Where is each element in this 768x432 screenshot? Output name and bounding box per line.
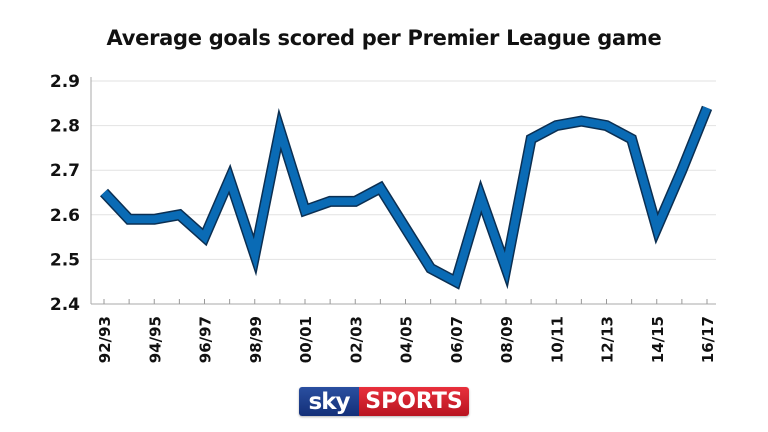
y-tick-label: 2.5 bbox=[50, 250, 80, 270]
y-tick-label: 2.9 bbox=[50, 72, 80, 92]
x-tick-label: 04/05 bbox=[398, 316, 416, 363]
x-tick-label: 94/95 bbox=[146, 316, 164, 363]
y-tick-label: 2.4 bbox=[50, 295, 80, 315]
x-tick-label: 10/11 bbox=[548, 316, 566, 363]
series-line bbox=[101, 106, 711, 288]
logo-sports: SPORTS bbox=[359, 387, 469, 416]
x-tick-label: 02/03 bbox=[347, 316, 365, 363]
y-tick-label: 2.7 bbox=[50, 161, 80, 181]
logo-sky: sky bbox=[299, 387, 359, 416]
x-tick-label: 08/09 bbox=[498, 316, 516, 363]
x-tick-label: 14/15 bbox=[649, 316, 667, 363]
x-tick-label: 06/07 bbox=[448, 316, 466, 363]
x-tick-label: 16/17 bbox=[699, 316, 717, 363]
y-axis-labels: 2.4 2.5 2.6 2.7 2.8 2.9 bbox=[50, 72, 80, 315]
x-axis-labels: 92/93 94/95 96/97 98/99 00/01 02/03 04/05 06/07… bbox=[96, 316, 717, 363]
x-tick-label: 00/01 bbox=[297, 316, 315, 363]
x-tick-label: 98/99 bbox=[247, 316, 265, 363]
y-tick-label: 2.8 bbox=[50, 117, 80, 137]
y-tick-label: 2.6 bbox=[50, 206, 80, 226]
x-tick-label: 92/93 bbox=[96, 316, 114, 363]
x-tick-label: 96/97 bbox=[197, 316, 215, 363]
x-tick-label: 12/13 bbox=[599, 316, 617, 363]
sky-sports-logo: sky SPORTS bbox=[299, 387, 469, 416]
data-series bbox=[99, 105, 713, 290]
chart-title: Average goals scored per Premier League … bbox=[106, 26, 662, 50]
axes bbox=[90, 77, 716, 305]
